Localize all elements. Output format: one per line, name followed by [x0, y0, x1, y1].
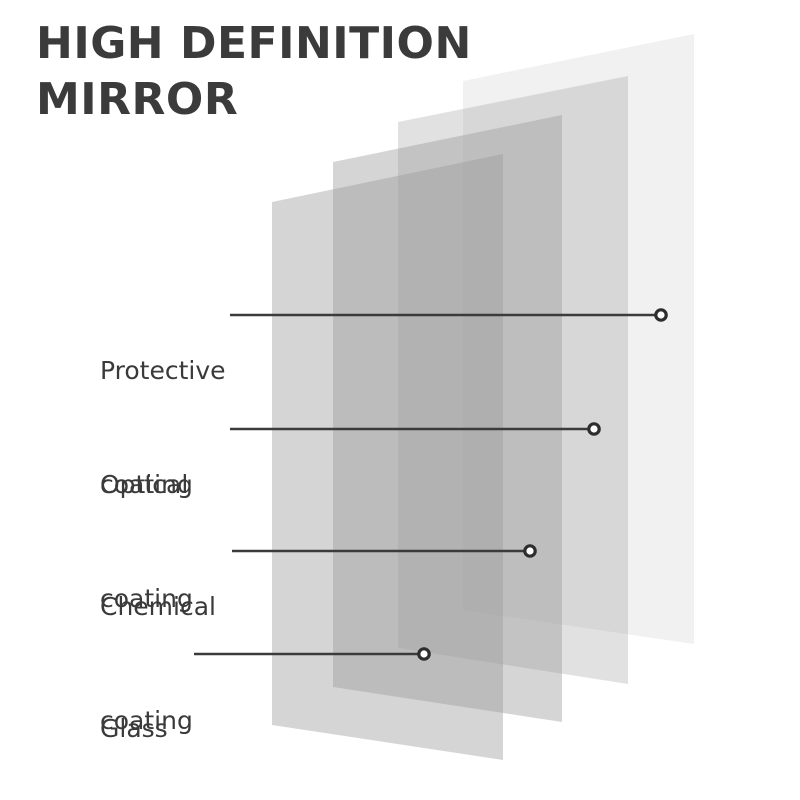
panel-optical-coating: [398, 76, 628, 684]
panel-glass: [272, 154, 503, 760]
leader-dot-optical-coating[interactable]: [587, 422, 601, 436]
callout-optical-coating[interactable]: [230, 422, 601, 436]
leader-dot-chemical-coating[interactable]: [523, 544, 537, 558]
label-optical-coating: Optical coating: [100, 390, 193, 694]
label-glass-line-1: Glass: [100, 714, 168, 743]
callout-protective-coating[interactable]: [230, 308, 668, 322]
label-optical-coating-line-2: coating: [100, 584, 193, 613]
label-glass: Glass: [100, 634, 168, 800]
label-protective-coating: Protective coating: [100, 276, 226, 580]
panel-group: [272, 34, 694, 760]
callout-glass[interactable]: [194, 647, 431, 661]
callout-chemical-coating[interactable]: [232, 544, 537, 558]
leader-dot-glass[interactable]: [417, 647, 431, 661]
panel-protective-coating: [463, 34, 694, 644]
label-protective-coating-line-2: coating: [100, 470, 193, 499]
label-protective-coating-line-1: Protective: [100, 356, 226, 385]
callout-group: [194, 308, 668, 661]
label-optical-coating-line-1: Optical: [100, 470, 189, 499]
label-chemical-coating: Chemical coating: [100, 512, 216, 800]
label-chemical-coating-line-2: coating: [100, 706, 193, 735]
panel-chemical-coating: [333, 115, 562, 722]
leader-dot-protective-coating[interactable]: [654, 308, 668, 322]
label-chemical-coating-line-1: Chemical: [100, 592, 216, 621]
